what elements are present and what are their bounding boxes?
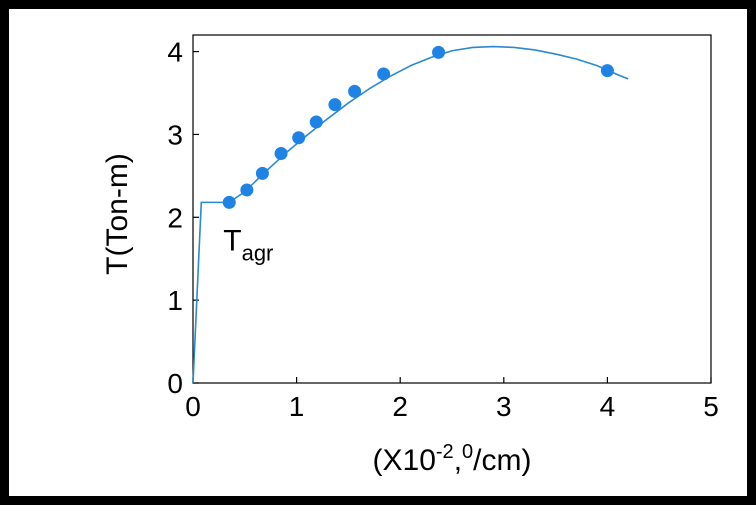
t-agr-annotation: Tagr	[223, 224, 273, 265]
data-point	[274, 146, 288, 160]
data-point	[222, 195, 236, 209]
data-point	[377, 67, 391, 81]
x-label-superscript: -2	[436, 441, 454, 463]
data-point	[292, 131, 306, 145]
data-point	[255, 166, 269, 180]
fitted-curve-line	[228, 45, 629, 204]
data-series	[192, 45, 629, 384]
data-point	[309, 115, 323, 129]
plot-area	[192, 34, 712, 384]
data-point	[432, 45, 446, 59]
x-tick-label: 5	[703, 391, 719, 422]
x-label-unit: /cm)	[473, 444, 531, 477]
y-tick-label: 2	[167, 202, 183, 233]
y-tick-label: 1	[167, 285, 183, 316]
t-agr-label: Tagr	[223, 224, 273, 265]
y-tick-label: 4	[167, 37, 183, 68]
y-axis: 0 1 2 3 4	[167, 37, 199, 399]
x-tick-label: 0	[185, 391, 201, 422]
x-tick-label: 4	[600, 391, 616, 422]
x-label-comma: ,	[454, 444, 462, 477]
y-tick-label: 0	[167, 368, 183, 399]
x-axis: 0 1 2 3 4 5	[185, 377, 719, 422]
y-axis-label: T(Ton-m)	[101, 153, 134, 275]
x-tick-label: 2	[392, 391, 408, 422]
x-label-main: (X10	[373, 444, 436, 477]
data-point	[348, 84, 362, 98]
x-label-degree: 0	[462, 441, 473, 463]
axis-labels: T(Ton-m)(X10-2,0/cm)	[101, 153, 531, 477]
t-agr-subscript: agr	[242, 240, 274, 265]
x-tick-label: 3	[496, 391, 512, 422]
plot-border	[192, 34, 712, 384]
y-tick-label: 3	[167, 119, 183, 150]
t-agr-base: T	[223, 224, 241, 257]
data-point	[600, 64, 614, 78]
data-point	[240, 183, 254, 197]
elastic-segment-line	[192, 201, 230, 384]
x-tick-label: 1	[289, 391, 305, 422]
x-axis-label: (X10-2,0/cm)	[373, 441, 532, 477]
data-point	[328, 98, 342, 112]
